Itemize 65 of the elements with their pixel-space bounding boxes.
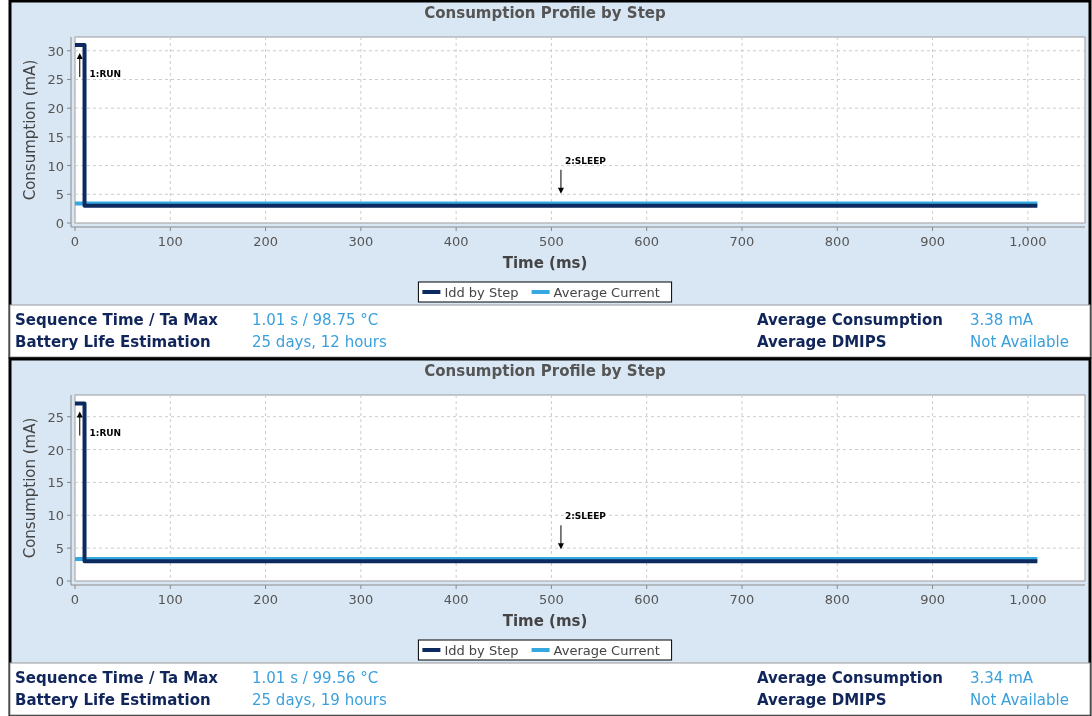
text: Average Consumption [757, 669, 943, 687]
x-tick-label: 700 [729, 234, 755, 249]
text: Not Available [970, 333, 1069, 351]
x-axis-title: Time (ms) [502, 254, 588, 272]
y-tick-label: 20 [47, 101, 64, 117]
y-axis-title: Consumption (mA) [21, 59, 39, 201]
chart-title: Consumption Profile by Step [424, 4, 666, 22]
annotation: 1:RUN [89, 69, 122, 80]
legend-label: Average Current [553, 285, 660, 300]
x-tick-label: 500 [539, 234, 564, 249]
x-tick-label: 400 [443, 234, 469, 249]
y-tick-label: 15 [47, 129, 64, 145]
x-tick-label: 600 [634, 234, 660, 249]
y-axis-title: Consumption (mA) [21, 417, 39, 559]
legend-label: Average Current [553, 643, 660, 658]
y-tick-label: 25 [47, 72, 64, 88]
y-tick-label: 30 [47, 43, 64, 59]
legend-label: Idd by Step [444, 285, 519, 300]
text: 1.01 s / 99.56 °C [252, 669, 379, 687]
x-tick-label: 100 [157, 592, 183, 607]
y-tick-label: 5 [55, 187, 64, 203]
text: Sequence Time / Ta Max [15, 311, 219, 329]
text: Average DMIPS [757, 691, 887, 709]
text: 3.38 mA [970, 311, 1034, 329]
x-tick-label: 300 [348, 592, 374, 607]
text: 25 days, 12 hours [252, 333, 388, 351]
text: Average DMIPS [757, 333, 887, 351]
x-axis-title: Time (ms) [502, 612, 588, 630]
text: Not Available [970, 691, 1069, 709]
annotation: 1:RUN [89, 427, 122, 438]
x-tick-label: 300 [348, 234, 374, 249]
legend-label: Idd by Step [444, 643, 519, 658]
x-tick-label: 0 [70, 234, 80, 249]
x-tick-label: 600 [634, 592, 660, 607]
y-tick-label: 10 [47, 158, 64, 174]
y-tick-label: 0 [55, 574, 64, 589]
x-tick-label: 1,000 [1009, 234, 1047, 249]
annotation: 2:SLEEP [564, 155, 607, 166]
x-tick-label: 500 [539, 592, 564, 607]
y-tick-label: 0 [55, 216, 64, 231]
x-tick-label: 800 [824, 592, 850, 607]
text: 1.01 s / 98.75 °C [252, 311, 379, 329]
x-tick-label: 100 [157, 234, 183, 249]
y-tick-label: 20 [47, 442, 64, 458]
x-tick-label: 200 [253, 234, 278, 249]
text: 3.34 mA [970, 669, 1034, 687]
text: Battery Life Estimation [15, 333, 211, 351]
x-tick-label: 900 [920, 234, 945, 249]
x-tick-label: 400 [443, 592, 469, 607]
y-tick-label: 10 [47, 508, 64, 524]
text: Sequence Time / Ta Max [15, 669, 219, 687]
x-tick-label: 1,000 [1009, 592, 1047, 607]
x-tick-label: 900 [920, 592, 945, 607]
text: 25 days, 19 hours [252, 691, 388, 709]
x-tick-label: 200 [253, 592, 278, 607]
text: Average Consumption [757, 311, 943, 329]
text: Battery Life Estimation [15, 691, 211, 709]
y-tick-label: 5 [55, 541, 64, 557]
y-tick-label: 25 [47, 409, 64, 425]
x-tick-label: 800 [824, 234, 850, 249]
annotation: 2:SLEEP [564, 511, 607, 522]
x-tick-label: 700 [729, 592, 755, 607]
y-tick-label: 15 [47, 475, 64, 491]
x-tick-label: 0 [70, 592, 80, 607]
chart-title: Consumption Profile by Step [424, 362, 666, 380]
